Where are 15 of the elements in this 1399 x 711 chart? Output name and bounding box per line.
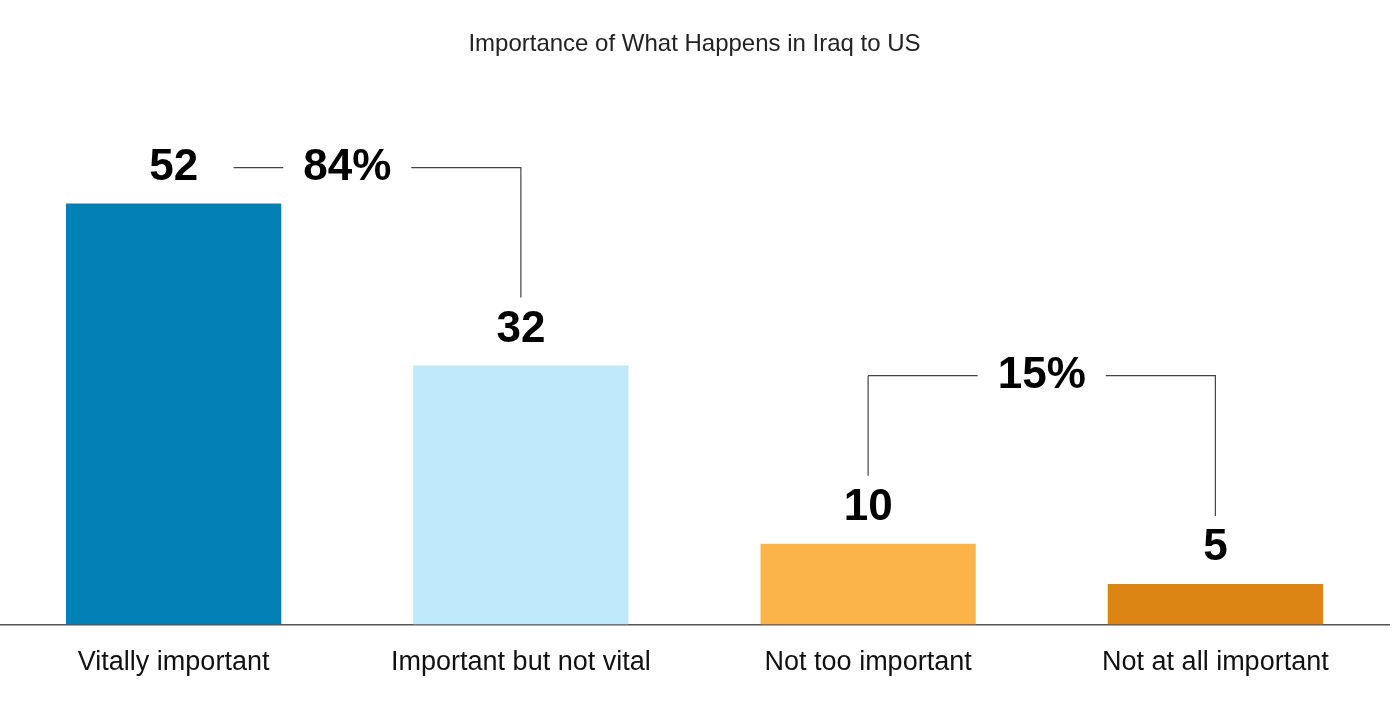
annotation: 15% <box>997 347 1086 397</box>
x-tick-label: Important but not vital <box>391 646 651 677</box>
x-tick-label: Not too important <box>764 646 973 677</box>
x-tick-label: Not at all important <box>1102 646 1330 677</box>
bar <box>413 365 629 625</box>
data-label: 5 <box>1203 520 1228 570</box>
chart-title: Importance of What Happens in Iraq to US <box>468 29 921 57</box>
text: 84% <box>303 139 392 189</box>
data-label: 10 <box>843 479 893 529</box>
x-tick-label: Vitally important <box>77 646 270 677</box>
bar <box>65 203 282 625</box>
bar <box>760 543 976 625</box>
data-label: 32 <box>496 301 546 351</box>
bar <box>1107 584 1324 625</box>
data-label: 52 <box>149 139 199 189</box>
